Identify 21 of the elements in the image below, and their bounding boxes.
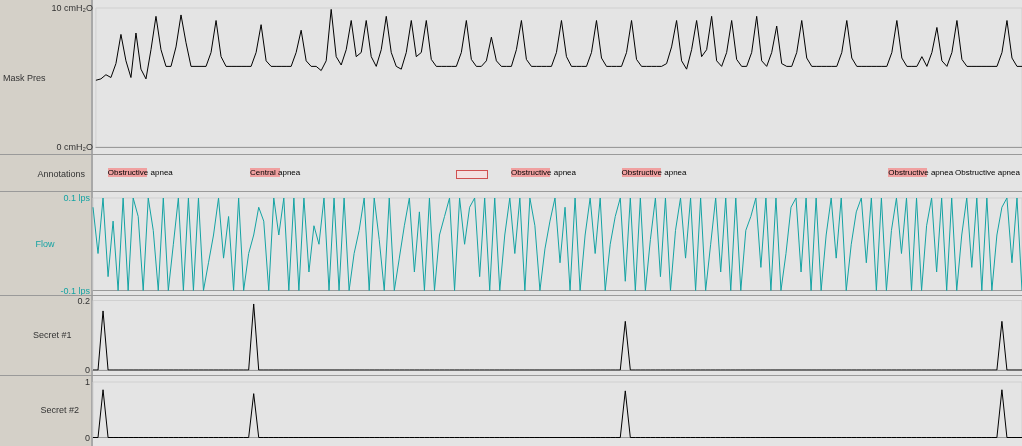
- y-tick-label: 10 cmH₂O: [51, 3, 93, 13]
- y-tick-label: -0.1 lps: [60, 285, 91, 296]
- line-series: [95, 8, 1022, 81]
- text: Annotations: [36, 169, 85, 179]
- text: Obstructive apnea: [621, 168, 687, 177]
- y-tick-label: 1: [84, 377, 90, 387]
- y-axis-title: Mask Pres: [2, 72, 46, 83]
- text: Obstructive apnea: [955, 168, 1020, 177]
- y-tick-label: 0 cmH₂O: [56, 142, 93, 152]
- text: Obstructive apnea: [888, 168, 954, 177]
- y-axis-title: Flow: [35, 239, 56, 250]
- text: Obstructive apnea: [107, 168, 173, 177]
- y-tick-label: 0: [84, 365, 90, 375]
- y-tick-label: 0.2: [77, 295, 90, 306]
- text: Central apnea: [250, 168, 301, 177]
- y-axis-title: Secret #1: [33, 330, 72, 341]
- y-axis-title: Secret #2: [40, 404, 80, 415]
- y-tick-label: 0.1 lps: [63, 193, 91, 203]
- y-tick-label: 0: [84, 432, 90, 443]
- line-series: [92, 389, 1022, 438]
- text: Obstructive apnea: [511, 168, 576, 177]
